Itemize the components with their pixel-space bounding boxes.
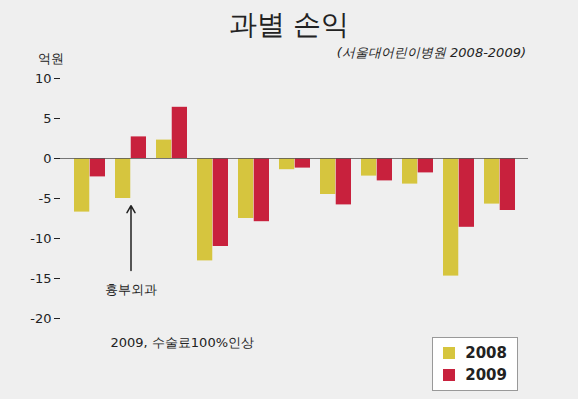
svg-text:-20: -20 [30, 311, 51, 326]
html-text:2009: 2009 [465, 366, 507, 384]
html-text:(서울대어린이병원 2008-2009): (서울대어린이병원 2008-2009) [336, 45, 526, 60]
html-text:2008: 2008 [465, 344, 507, 362]
svg-text:-5: -5 [39, 191, 52, 206]
html-text:억원: 억원 [38, 51, 64, 66]
svg-text:흉부외과: 흉부외과 [105, 282, 157, 297]
svg-text:-15: -15 [30, 271, 51, 286]
svg-text:0: 0 [43, 151, 51, 166]
svg-text:2009, 수술료100%인상: 2009, 수술료100%인상 [111, 335, 255, 350]
svg-text:-10: -10 [30, 231, 51, 246]
svg-text:10: 10 [35, 71, 52, 86]
html-text:과별 손익: 과별 손익 [228, 8, 350, 41]
svg-text:5: 5 [43, 111, 51, 126]
